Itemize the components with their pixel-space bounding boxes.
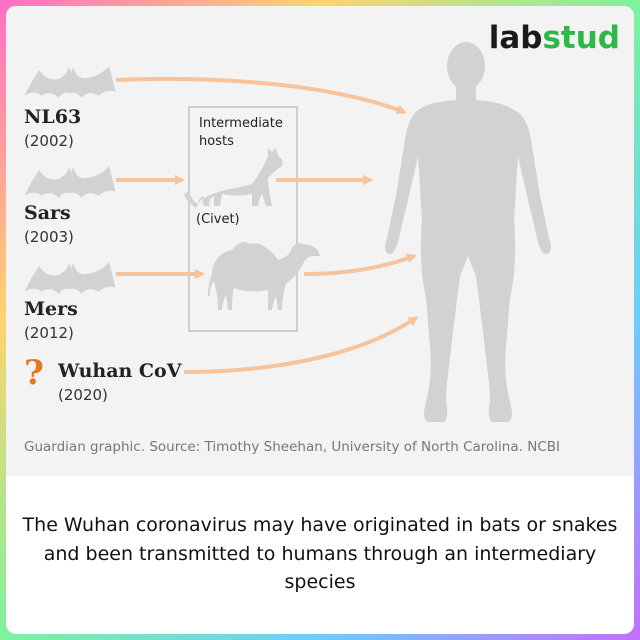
logo-part-stud: stud — [542, 20, 620, 56]
transmission-diagram: labstud NL63 (2002) Sars (2003) Mers (20… — [6, 6, 634, 476]
card: labstud NL63 (2002) Sars (2003) Mers (20… — [6, 6, 634, 634]
virus-year-sars: (2003) — [24, 228, 74, 246]
virus-name-sars: Sars — [24, 202, 71, 224]
caption-text: The Wuhan coronavirus may have originate… — [22, 514, 618, 593]
virus-name-wuhan: Wuhan CoV — [58, 360, 182, 382]
arrow-wuhan-human — [183, 316, 419, 374]
intermediate-hosts-title: Intermediate hosts — [199, 116, 283, 149]
intermediate-hosts-box — [188, 106, 298, 332]
bat-icon-mers — [24, 262, 116, 294]
virus-year-wuhan: (2020) — [58, 386, 108, 404]
source-credit: Guardian graphic. Source: Timothy Sheeha… — [24, 439, 560, 455]
arrow-nl63-human — [115, 76, 407, 115]
question-mark-icon: ? — [24, 353, 44, 393]
bat-icon-sars — [24, 166, 116, 198]
arrow-camel-human — [303, 253, 417, 276]
brand-logo: labstud — [489, 20, 620, 56]
virus-name-nl63: NL63 — [24, 106, 82, 128]
logo-part-lab: lab — [488, 20, 543, 56]
diagram-art — [24, 42, 551, 422]
virus-name-mers: Mers — [24, 298, 78, 320]
camel-icon — [208, 242, 320, 310]
virus-year-nl63: (2002) — [24, 132, 74, 150]
civet-icon — [184, 148, 283, 208]
virus-year-mers: (2012) — [24, 324, 74, 342]
civet-label: (Civet) — [196, 212, 240, 227]
bat-icon-nl63 — [24, 66, 116, 98]
human-icon — [385, 42, 551, 422]
